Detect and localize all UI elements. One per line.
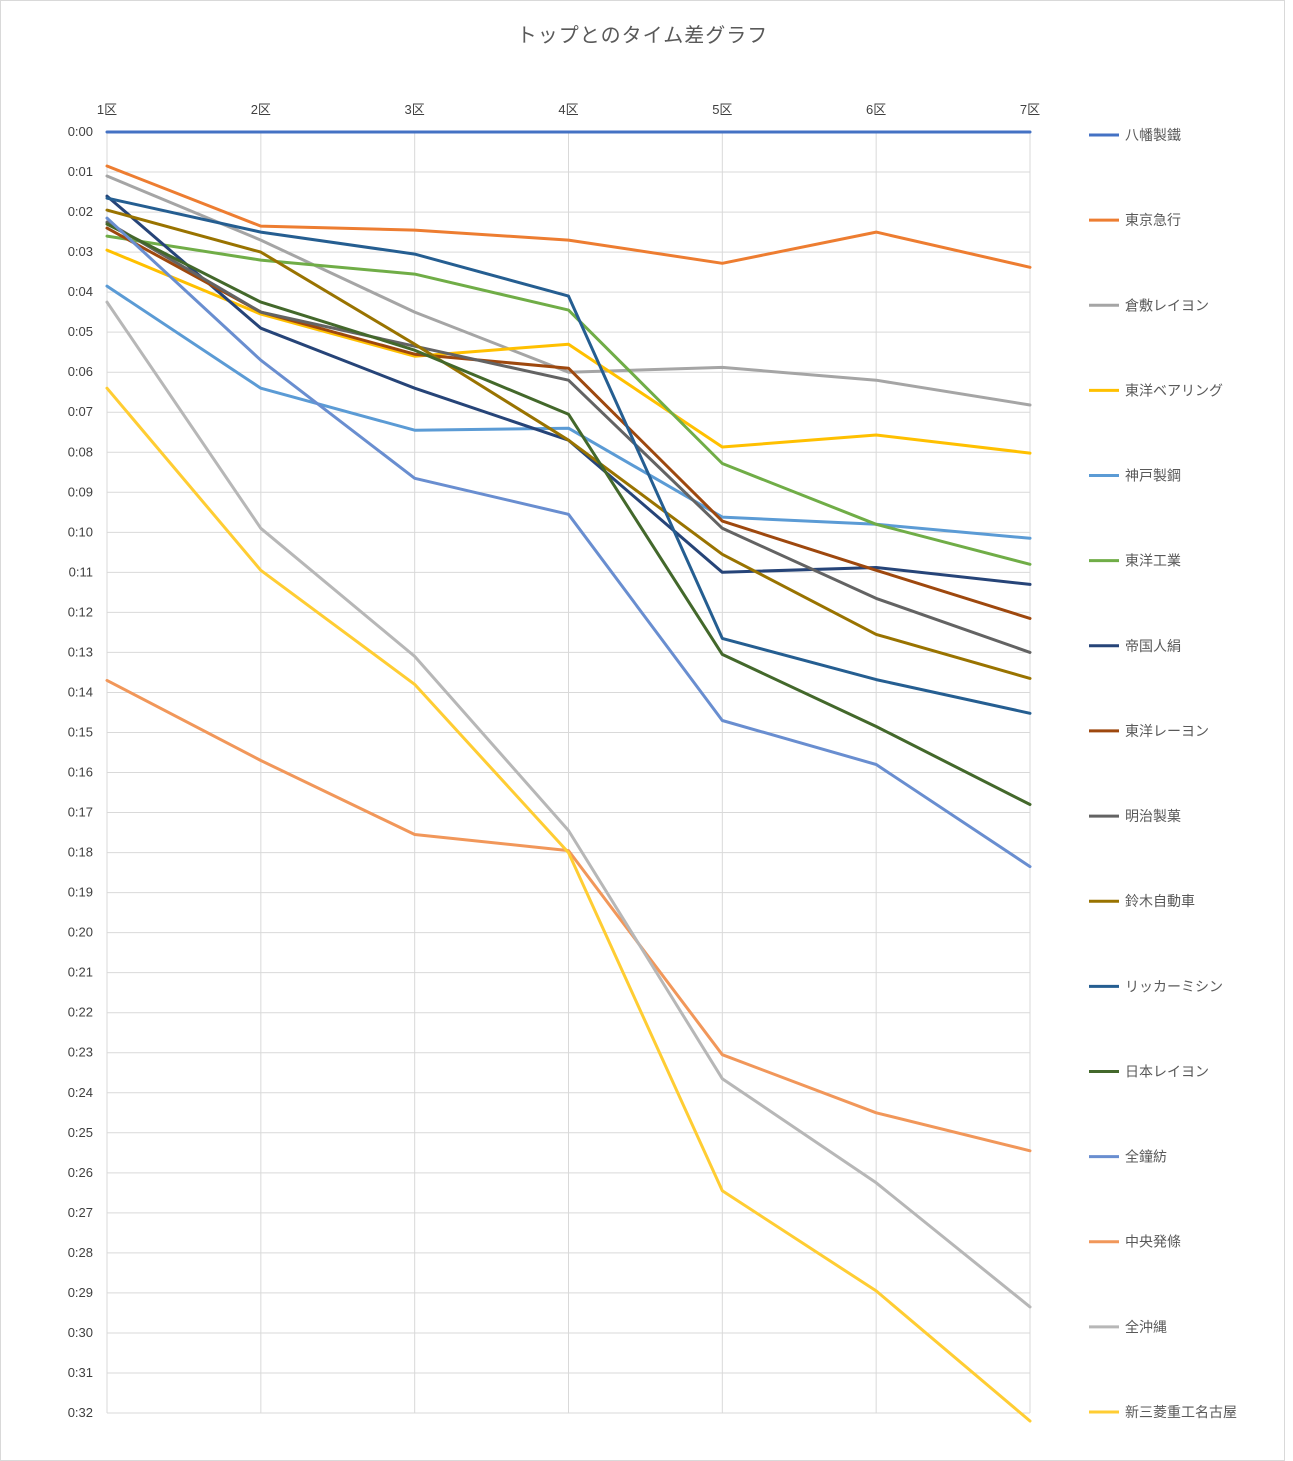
y-tick-label: 0:11 — [69, 564, 93, 579]
y-tick-label: 0:31 — [68, 1365, 93, 1380]
y-tick-label: 0:18 — [68, 845, 93, 860]
legend-label: 帝国人絹 — [1125, 639, 1181, 655]
y-tick-label: 0:29 — [68, 1285, 93, 1300]
y-tick-label: 0:07 — [68, 404, 93, 419]
y-tick-label: 0:21 — [68, 965, 93, 980]
x-tick-label: 2区 — [251, 102, 271, 117]
x-tick-label: 5区 — [712, 102, 732, 117]
series-line-1 — [105, 164, 1032, 269]
legend-label: 日本レイヨン — [1125, 1064, 1209, 1080]
y-tick-label: 0:02 — [68, 204, 93, 219]
legend-label: 神戸製鋼 — [1125, 469, 1181, 485]
series-line-5 — [105, 234, 1032, 566]
y-tick-label: 0:25 — [68, 1125, 93, 1140]
legend-label: 東洋ベアリング — [1125, 383, 1223, 399]
legend-label: 東洋レーヨン — [1125, 724, 1209, 740]
series-line-15 — [105, 386, 1032, 1423]
legend-label: 八幡製鐵 — [1125, 127, 1181, 144]
y-tick-label: 0:14 — [68, 684, 93, 699]
y-tick-label: 0:28 — [68, 1245, 93, 1260]
y-tick-label: 0:30 — [68, 1325, 93, 1340]
x-axis-tick-labels: 1区 2区 3区 4区 5区 6区 7区 — [97, 102, 1040, 117]
legend: 八幡製鐵東京急行倉敷レイヨン東洋ベアリング神戸製鋼東洋工業帝国人絹東洋レーヨン明… — [1089, 127, 1237, 1421]
y-tick-label: 0:13 — [68, 644, 93, 659]
legend-label: 東洋工業 — [1125, 554, 1181, 570]
series-line-2 — [105, 174, 1032, 407]
legend-label: 中央発條 — [1125, 1235, 1181, 1251]
y-tick-label: 0:06 — [68, 364, 93, 379]
legend-label: 新三菱重工名古屋 — [1125, 1405, 1237, 1421]
legend-label: 倉敷レイヨン — [1125, 298, 1209, 314]
y-tick-label: 0:08 — [68, 444, 93, 459]
y-axis-tick-labels: 0:00 0:01 0:02 0:03 0:04 0:05 0:06 0:07 0:08 0:09… — [68, 124, 93, 1420]
y-tick-label: 0:20 — [68, 925, 93, 940]
legend-label: 鈴木自動車 — [1125, 893, 1195, 910]
y-tick-label: 0:24 — [68, 1085, 93, 1100]
series-line-8 — [105, 220, 1032, 654]
legend-label: 全鐘紡 — [1125, 1149, 1167, 1166]
y-tick-label: 0:15 — [68, 724, 93, 739]
y-tick-label: 0:12 — [68, 604, 93, 619]
series-line-9 — [105, 208, 1032, 680]
series-line-12 — [105, 216, 1032, 869]
legend-label: 全沖縄 — [1125, 1319, 1167, 1336]
y-tick-label: 0:27 — [68, 1205, 93, 1220]
x-tick-label: 1区 — [97, 102, 117, 117]
y-tick-label: 0:22 — [68, 1005, 93, 1020]
y-tick-label: 0:19 — [68, 885, 93, 900]
series-line-10 — [105, 196, 1032, 715]
legend-label: 東京急行 — [1125, 213, 1181, 229]
chart-title: トップとのタイム差グラフ — [516, 23, 769, 47]
y-tick-label: 0:05 — [68, 324, 93, 339]
y-tick-label: 0:17 — [68, 805, 93, 820]
y-tick-label: 0:10 — [68, 524, 93, 539]
legend-label: 明治製菓 — [1125, 809, 1181, 825]
y-tick-label: 0:32 — [68, 1405, 93, 1420]
x-tick-label: 4区 — [558, 102, 578, 117]
y-tick-label: 0:03 — [68, 244, 93, 259]
legend-label: リッカーミシン — [1125, 979, 1223, 995]
y-tick-label: 0:09 — [68, 484, 93, 499]
grid-lines — [106, 131, 1031, 1414]
x-tick-label: 6区 — [866, 102, 886, 117]
y-tick-label: 0:04 — [68, 284, 93, 299]
y-tick-label: 0:23 — [68, 1045, 93, 1060]
y-tick-label: 0:16 — [68, 765, 93, 780]
x-tick-label: 3区 — [405, 102, 425, 117]
y-tick-label: 0:01 — [68, 164, 93, 179]
series-line-3 — [105, 248, 1032, 455]
x-tick-label: 7区 — [1020, 102, 1040, 117]
y-tick-label: 0:26 — [68, 1165, 93, 1180]
series-line-11 — [105, 222, 1032, 806]
series-lines — [105, 130, 1032, 1423]
y-tick-label: 0:00 — [68, 124, 93, 139]
series-line-14 — [105, 300, 1032, 1309]
